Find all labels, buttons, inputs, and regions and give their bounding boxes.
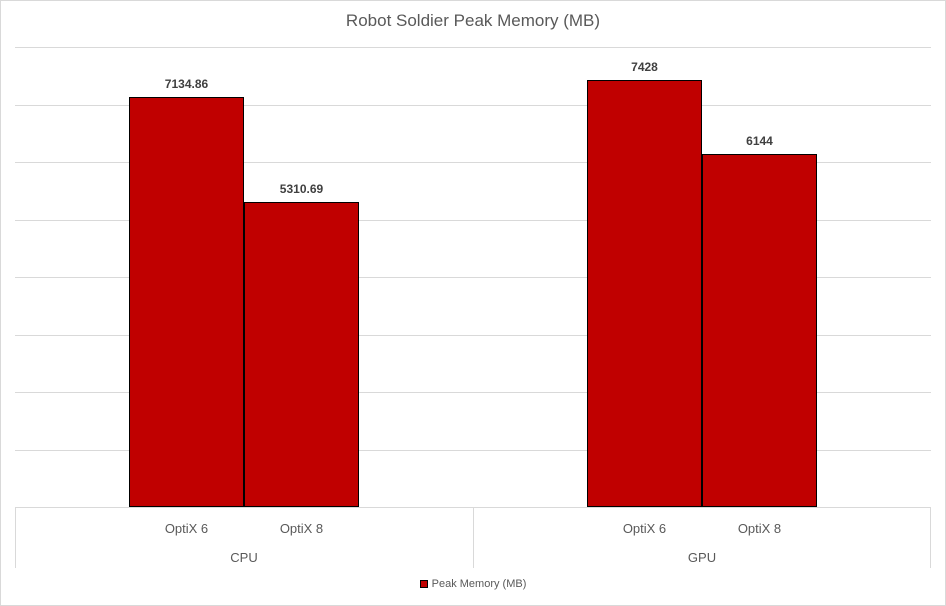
plot-area: 7134.86 5310.69 7428 6144: [15, 47, 931, 507]
x-axis-group-label: GPU: [687, 550, 717, 565]
bar-value-label: 7428: [631, 59, 658, 74]
chart-title: Robot Soldier Peak Memory (MB): [345, 11, 601, 30]
x-axis-subcategory-label: OptiX 6: [622, 521, 667, 536]
gridline: [15, 47, 931, 48]
gridline: [15, 162, 931, 163]
bar-value-label: 6144: [746, 133, 773, 148]
gridline: [15, 219, 931, 221]
legend-swatch-icon: [419, 580, 428, 588]
bar-gpu-optix-6: [587, 79, 702, 507]
x-axis-subcategory-label: OptiX 8: [737, 521, 782, 536]
bar-cpu-optix-8: [244, 201, 359, 507]
gridline: [15, 449, 931, 451]
gridline: [15, 104, 931, 106]
bar-value-label: 7134.86: [164, 76, 209, 91]
bar-cpu-optix-6: [129, 96, 244, 507]
gridline: [15, 392, 931, 393]
x-axis-subcategory-label: OptiX 8: [279, 521, 324, 536]
x-axis: OptiX 6 OptiX 8 CPU OptiX 6 OptiX 8 GPU: [15, 507, 931, 568]
axis-tick: [473, 507, 474, 568]
bar-gpu-optix-8: [702, 153, 817, 507]
axis-tick: [930, 507, 931, 568]
bar-value-label: 5310.69: [279, 181, 324, 196]
legend-label: Peak Memory (MB): [431, 578, 527, 590]
x-axis-subcategory-label: OptiX 6: [164, 521, 209, 536]
x-axis-group-label: CPU: [230, 550, 258, 565]
gridline: [15, 277, 931, 278]
legend: Peak Memory (MB): [1, 576, 945, 592]
axis-tick: [15, 507, 16, 568]
gridline: [15, 334, 931, 336]
